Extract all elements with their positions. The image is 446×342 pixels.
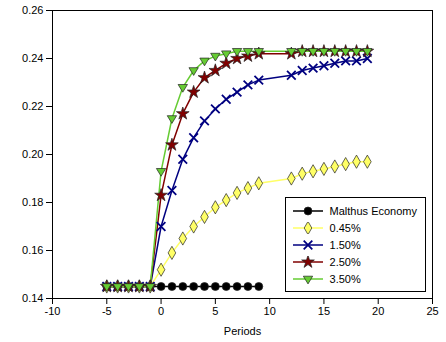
svg-text:-10: -10 — [45, 305, 61, 317]
svg-text:0.22: 0.22 — [22, 100, 43, 112]
html-text:3.50%: 3.50% — [329, 272, 361, 285]
svg-text:25: 25 — [426, 305, 438, 317]
svg-text:20: 20 — [372, 305, 384, 317]
svg-text:5: 5 — [212, 305, 218, 317]
svg-text:Periods: Periods — [224, 325, 262, 337]
svg-text:0.20: 0.20 — [22, 148, 43, 160]
svg-text:0.14: 0.14 — [22, 292, 43, 304]
svg-text:0.16: 0.16 — [22, 244, 43, 256]
svg-text:15: 15 — [318, 305, 330, 317]
svg-text:-5: -5 — [102, 305, 112, 317]
svg-text:10: 10 — [264, 305, 276, 317]
svg-text:0.24: 0.24 — [22, 52, 43, 64]
svg-text:0.18: 0.18 — [22, 196, 43, 208]
html-text:1.50%: 1.50% — [329, 238, 361, 251]
svg-text:0.26: 0.26 — [22, 4, 43, 16]
html-text:0.45%: 0.45% — [329, 221, 361, 234]
svg-text:0: 0 — [158, 305, 164, 317]
html-text:2.50%: 2.50% — [329, 255, 361, 268]
html-text:Malthus Economy: Malthus Economy — [329, 204, 417, 217]
